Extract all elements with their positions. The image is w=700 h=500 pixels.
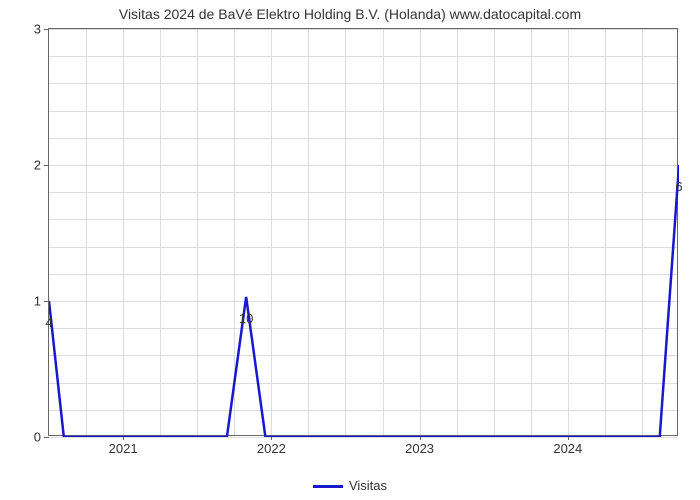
legend-label: Visitas: [349, 478, 387, 493]
visits-chart: Visitas 2024 de BaVé Elektro Holding B.V…: [0, 0, 700, 500]
y-tick-label: 0: [34, 430, 41, 445]
data-point-label: 4: [45, 315, 52, 330]
y-tick-label: 1: [34, 294, 41, 309]
legend: Visitas: [0, 478, 700, 493]
plot-area: 012320212022202320244106: [48, 28, 678, 436]
legend-swatch: [313, 485, 343, 488]
y-tick-label: 3: [34, 22, 41, 37]
x-tick-label: 2024: [553, 441, 582, 456]
x-tick-label: 2022: [257, 441, 286, 456]
x-tick-label: 2021: [109, 441, 138, 456]
x-tick-label: 2023: [405, 441, 434, 456]
data-point-label: 10: [239, 311, 253, 326]
series-line: [49, 29, 679, 437]
data-point-label: 6: [675, 179, 682, 194]
chart-title: Visitas 2024 de BaVé Elektro Holding B.V…: [0, 6, 700, 22]
y-tick-label: 2: [34, 158, 41, 173]
